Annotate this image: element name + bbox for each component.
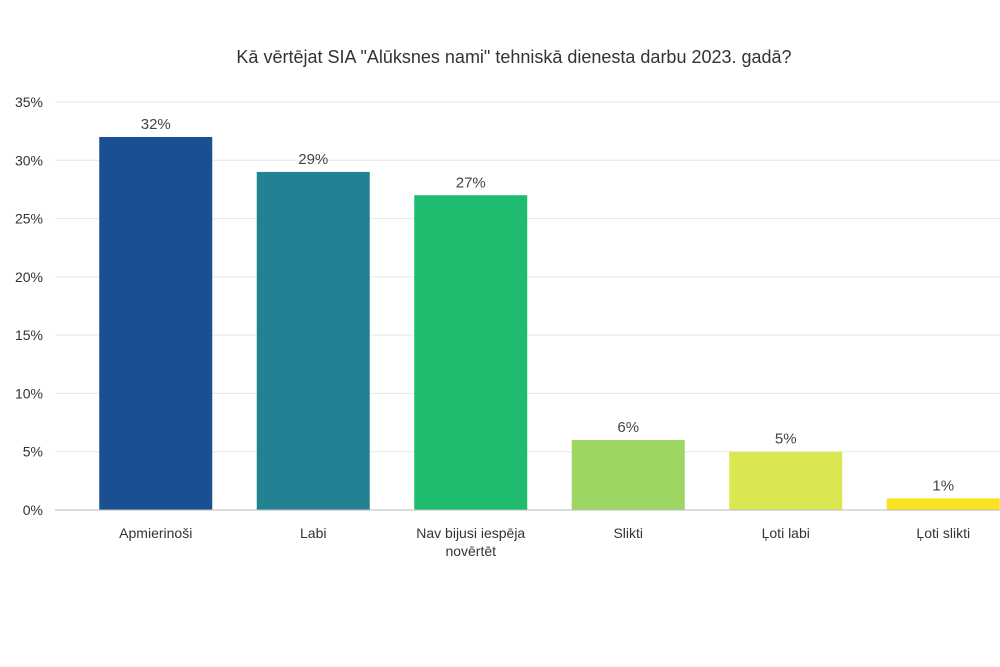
bar: [256, 171, 370, 510]
y-tick-label: 10%: [15, 385, 43, 401]
chart-title: Kā vērtējat SIA "Alūksnes nami" tehniskā…: [236, 47, 791, 67]
x-category-label: Ļoti labi: [762, 525, 810, 541]
data-labels: 32% 29% 27% 6% 5% 1%: [141, 116, 954, 494]
bar: [571, 440, 685, 510]
data-label: 5%: [775, 431, 797, 448]
x-category-label-line: Labi: [300, 525, 326, 541]
x-category-label: Labi: [300, 525, 326, 541]
x-category-label-line: Apmierinoši: [119, 525, 192, 541]
data-label: 6%: [617, 419, 639, 436]
x-category-label: Apmierinoši: [119, 525, 192, 541]
bar: [886, 498, 1000, 510]
x-category-label: Slikti: [613, 525, 643, 541]
x-axis-categories: Apmierinoši Labi Nav bijusi iespēja novērtē…: [119, 525, 970, 559]
y-tick-label: 15%: [15, 327, 43, 343]
bar: [729, 451, 843, 510]
bar: [99, 136, 213, 510]
bars: [99, 136, 1000, 510]
y-tick-label: 25%: [15, 211, 43, 227]
data-label: 29%: [298, 151, 328, 168]
y-tick-label: 35%: [15, 94, 43, 110]
y-tick-label: 20%: [15, 269, 43, 285]
x-category-label-line: Ļoti labi: [762, 525, 810, 541]
gridlines: [55, 101, 1000, 453]
y-tick-label: 0%: [23, 502, 43, 518]
data-label: 1%: [932, 477, 954, 494]
x-category-label: Nav bijusi iespēja novērtēt: [416, 525, 525, 559]
y-tick-label: 5%: [23, 444, 43, 460]
data-label: 32%: [141, 116, 171, 133]
x-category-label: Ļoti slikti: [916, 525, 970, 541]
x-category-label-line: Slikti: [613, 525, 643, 541]
x-category-label-line: novērtēt: [445, 543, 496, 559]
data-label: 27%: [456, 174, 486, 191]
bar: [414, 195, 528, 510]
y-axis-ticks: 0% 5% 10% 15% 20% 25% 30% 35%: [15, 94, 43, 518]
x-category-label-line: Nav bijusi iespēja: [416, 525, 525, 541]
y-tick-label: 30%: [15, 152, 43, 168]
x-category-label-line: Ļoti slikti: [916, 525, 970, 541]
